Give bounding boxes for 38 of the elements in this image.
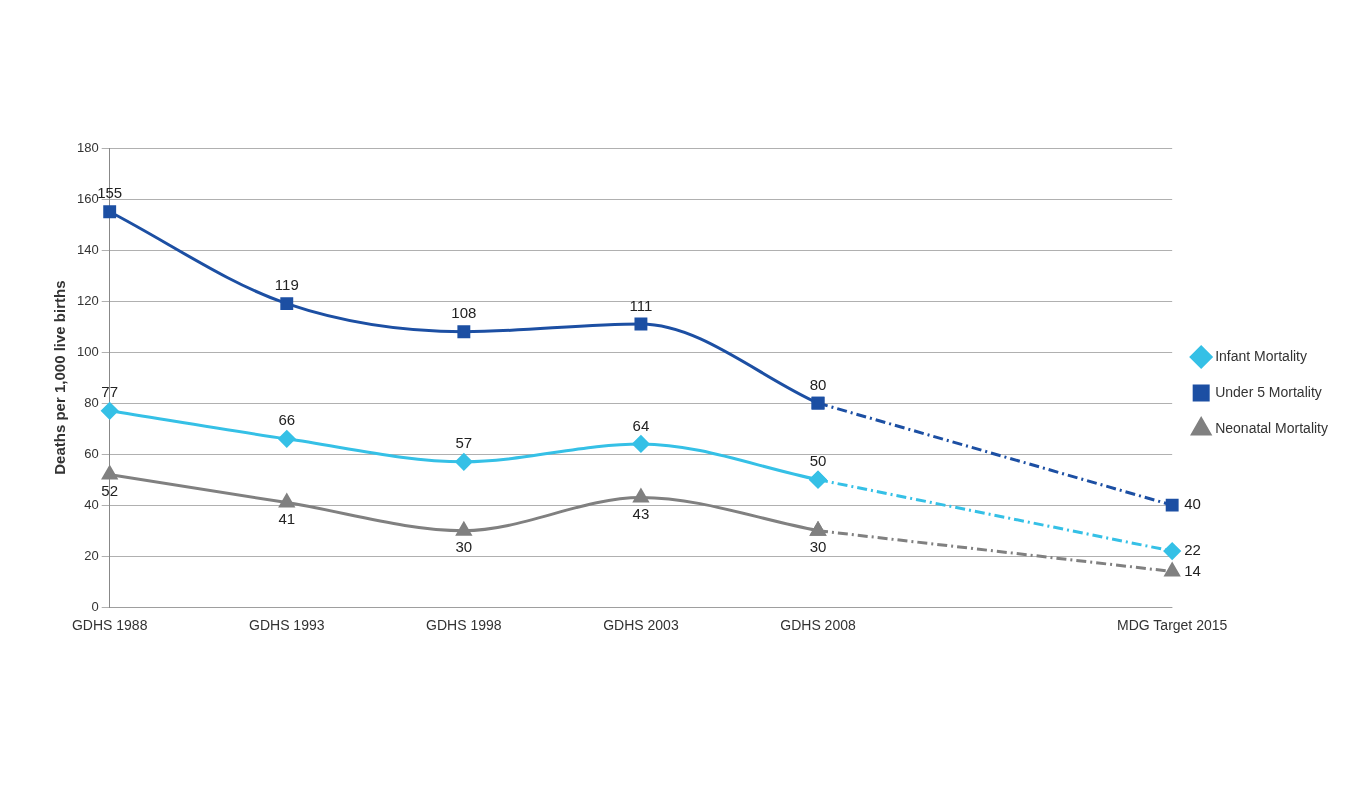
y-tick-label: 120 <box>76 292 99 308</box>
data-label: 50 <box>809 452 827 470</box>
data-label: 41 <box>278 510 296 528</box>
y-tick-label: 140 <box>76 241 99 257</box>
x-tick-label: GDHS 1993 <box>249 617 325 634</box>
x-tick-label: MDG Target 2015 <box>1117 617 1228 634</box>
x-tick-label: GDHS 2008 <box>780 617 856 634</box>
data-label: 80 <box>809 375 827 393</box>
y-tick-label: 100 <box>76 343 99 359</box>
data-label: 14 <box>1184 561 1201 579</box>
data-label: 40 <box>1184 495 1201 513</box>
y-tick-label: 60 <box>84 445 99 461</box>
y-tick-label: 40 <box>84 496 99 512</box>
data-label: 30 <box>455 538 473 556</box>
legend-label: Under 5 Mortality <box>1215 383 1322 400</box>
data-label: 111 <box>629 296 653 314</box>
y-tick-label: 0 <box>91 598 99 614</box>
data-label: 52 <box>101 482 119 500</box>
y-tick-label: 20 <box>84 547 99 563</box>
data-label: 22 <box>1184 541 1201 559</box>
legend-label: Neonatal Mortality <box>1215 419 1328 436</box>
y-axis-title: Deaths per 1,000 live births <box>51 280 69 475</box>
data-label: 119 <box>274 276 299 294</box>
data-label: 77 <box>101 383 119 401</box>
x-tick-label: GDHS 1988 <box>71 617 148 634</box>
y-tick-label: 180 <box>76 139 99 155</box>
data-label: 43 <box>632 505 650 523</box>
data-label: 30 <box>809 538 827 556</box>
data-label: 64 <box>632 416 650 434</box>
x-tick-label: GDHS 2003 <box>603 617 679 634</box>
legend-label: Infant Mortality <box>1215 347 1307 364</box>
y-tick-label: 80 <box>84 394 99 410</box>
y-tick-label: 160 <box>76 190 99 206</box>
x-tick-label: GDHS 1998 <box>426 617 502 634</box>
data-label: 66 <box>278 411 296 429</box>
data-label: 155 <box>97 184 123 202</box>
data-label: 57 <box>455 434 473 452</box>
data-label: 108 <box>451 304 477 322</box>
